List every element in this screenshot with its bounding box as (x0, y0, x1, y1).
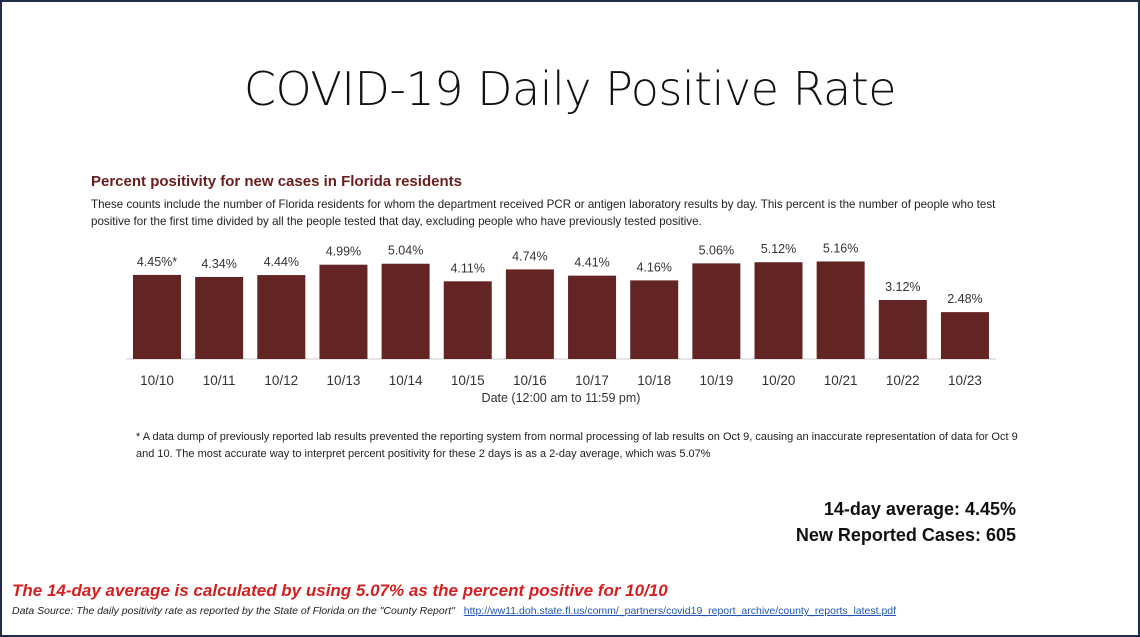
x-tick-label: 10/12 (264, 373, 298, 388)
x-tick-label: 10/15 (451, 373, 485, 388)
chart-title: Percent positivity for new cases in Flor… (91, 173, 462, 190)
x-tick-label: 10/11 (203, 373, 236, 388)
data-source-link[interactable]: http://ww11.doh.state.fl.us/comm/_partne… (463, 605, 897, 617)
bar-10-13 (319, 264, 368, 359)
x-tick-label: 10/10 (140, 373, 174, 388)
data-label: 4.16% (636, 260, 671, 274)
data-label: 4.11% (450, 261, 485, 275)
bar-10-16 (505, 269, 554, 359)
bar-10-11 (195, 276, 244, 359)
bar-10-20 (754, 262, 803, 359)
data-label: 4.44% (264, 255, 299, 269)
new-reported-cases: New Reported Cases: 605 (795, 525, 1016, 545)
bar-10-15 (443, 281, 492, 359)
data-label: 5.12% (761, 242, 796, 256)
stats-box: 14-day average: 4.45% New Reported Cases… (796, 496, 1016, 548)
x-tick-label: 10/14 (389, 373, 423, 388)
chart-subtitle: These counts include the number of Flori… (91, 198, 996, 228)
data-source: Data Source: The daily positivity rate a… (12, 605, 896, 617)
x-tick-label: 10/20 (762, 373, 796, 388)
x-tick-label: 10/19 (699, 373, 733, 388)
data-label: 5.16% (823, 241, 858, 255)
bar-10-14 (381, 263, 430, 359)
x-tick-label: 10/17 (575, 373, 609, 388)
bar-10-23 (940, 312, 989, 359)
data-source-text: Data Source: The daily positivity rate a… (12, 605, 455, 617)
data-label: 4.99% (326, 245, 361, 259)
x-tick-label: 10/13 (327, 373, 361, 388)
data-label: 5.06% (699, 243, 734, 257)
bar-10-21 (816, 261, 865, 359)
x-tick-label: 10/18 (637, 373, 671, 388)
bar-10-22 (878, 300, 927, 359)
average-note: The 14-day average is calculated by usin… (12, 581, 668, 600)
footnote: * A data dump of previously reported lab… (136, 431, 1018, 460)
data-label: 5.04% (388, 244, 423, 258)
data-label: 3.12% (885, 280, 920, 294)
bar-10-19 (692, 263, 741, 359)
bar-chart: Date (12:00 am to 11:59 pm) 4.45%* 10/10 4… (126, 241, 996, 405)
data-label: 2.48% (947, 292, 982, 306)
data-label: 4.41% (574, 256, 609, 270)
x-tick-label: 10/16 (513, 373, 547, 388)
data-label: 4.74% (512, 249, 547, 263)
x-axis-label: Date (12:00 am to 11:59 pm) (482, 391, 641, 405)
x-tick-label: 10/22 (886, 373, 920, 388)
bar-10-10 (133, 274, 181, 359)
slide-title: COVID-19 Daily Positive Rate (243, 62, 897, 116)
x-tick-label: 10/21 (824, 373, 858, 388)
bar-10-18 (630, 280, 679, 359)
bar-10-17 (568, 275, 617, 359)
x-tick-label: 10/23 (948, 373, 982, 388)
bar-10-12 (257, 275, 306, 359)
data-label: 4.34% (201, 257, 236, 271)
fourteen-day-average: 14-day average: 4.45% (823, 499, 1016, 519)
data-label: 4.45%* (137, 255, 177, 269)
